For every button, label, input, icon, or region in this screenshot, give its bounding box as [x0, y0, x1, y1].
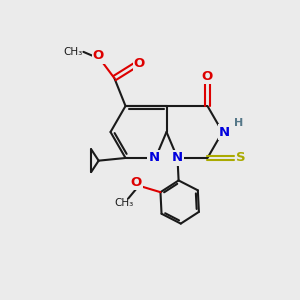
Text: S: S [236, 152, 245, 164]
Text: O: O [93, 50, 104, 62]
Text: O: O [130, 176, 142, 189]
Text: O: O [134, 57, 145, 70]
Text: H: H [234, 118, 244, 128]
Text: N: N [172, 152, 183, 164]
Text: CH₃: CH₃ [63, 47, 82, 57]
Text: N: N [148, 152, 160, 164]
Text: N: N [219, 125, 230, 139]
Text: CH₃: CH₃ [114, 198, 134, 208]
Text: O: O [202, 70, 213, 83]
